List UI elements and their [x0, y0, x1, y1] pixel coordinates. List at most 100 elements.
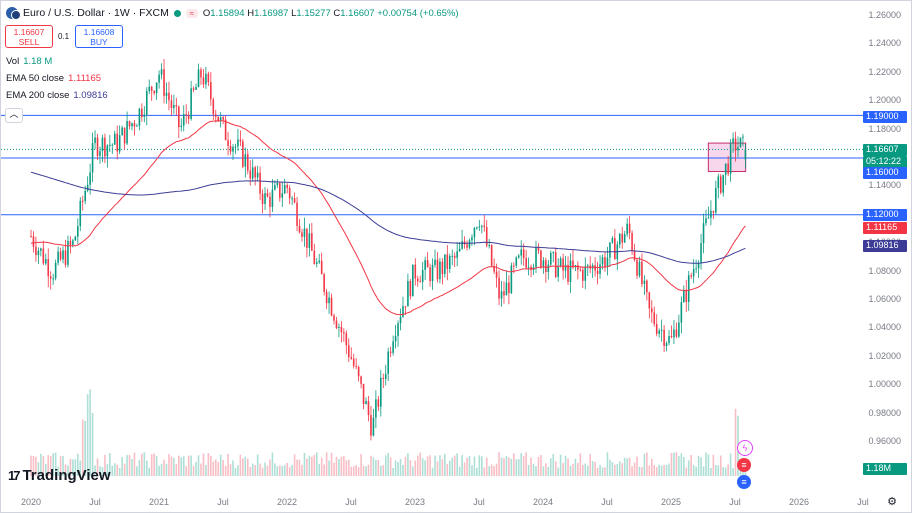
- price-tick: 1.02000: [868, 350, 901, 361]
- candle-body: [182, 114, 185, 126]
- volume-bar: [498, 452, 500, 476]
- candle-body: [224, 119, 227, 141]
- ema200-tag: 1.09816: [863, 240, 907, 252]
- ema50-indicator[interactable]: EMA 50 close 1.11165: [6, 73, 102, 84]
- candle-body: [697, 263, 700, 269]
- candle-body: [79, 200, 82, 227]
- candle-body: [520, 249, 523, 256]
- volume-bar: [414, 460, 417, 476]
- candle-body: [468, 240, 471, 248]
- ema200-indicator[interactable]: EMA 200 close 1.09816: [6, 90, 108, 101]
- candle-body: [739, 137, 742, 148]
- volume-bar: [665, 464, 668, 476]
- volume-bar: [84, 420, 86, 476]
- candle-body: [700, 243, 702, 264]
- candle-body: [737, 147, 739, 151]
- volume-bar: [537, 456, 540, 476]
- volume-bar: [540, 454, 542, 476]
- candle-body: [202, 77, 205, 85]
- candle-body: [210, 82, 212, 100]
- candle-body: [621, 233, 624, 243]
- candle-body: [719, 176, 722, 193]
- volume-bar: [515, 459, 518, 476]
- volume-bar: [729, 453, 732, 476]
- lightning-icon[interactable]: ϟ: [737, 440, 753, 456]
- collapse-indicators-button[interactable]: ︿: [5, 108, 23, 123]
- volume-bar: [150, 454, 153, 476]
- volume-bar: [313, 454, 316, 476]
- volume-bar: [131, 459, 133, 476]
- volume-bar: [554, 461, 557, 476]
- candle-body: [387, 351, 389, 374]
- candle-body: [94, 137, 96, 144]
- volume-bar: [202, 453, 205, 476]
- candle-body: [49, 276, 52, 279]
- candle-body: [397, 323, 399, 336]
- volume-bar: [347, 459, 350, 476]
- volume-bar: [283, 464, 286, 476]
- candle-body: [283, 184, 286, 194]
- candle-body: [668, 335, 670, 344]
- candle-body: [702, 223, 705, 244]
- candle-body: [365, 401, 367, 405]
- flag-event-icon[interactable]: ≡: [737, 458, 751, 472]
- volume-bar: [638, 466, 641, 476]
- volume-bar: [104, 454, 106, 476]
- candle-body: [217, 116, 220, 122]
- candle-body: [678, 322, 680, 337]
- volume-bar: [586, 465, 589, 476]
- flag-event-icon-2[interactable]: ≡: [737, 475, 751, 489]
- compare-icon[interactable]: ≈: [185, 8, 198, 18]
- volume-bar: [626, 458, 628, 476]
- candle-body: [330, 297, 333, 316]
- volume-bar: [636, 456, 638, 476]
- candle-body: [219, 117, 222, 122]
- candle-body: [222, 117, 224, 120]
- volume-bar: [330, 452, 333, 476]
- volume-bar: [145, 460, 148, 476]
- sell-button[interactable]: 1.16607 SELL: [5, 25, 53, 48]
- ohlc-values: O1.15894 H1.16987 L1.15277 C1.16607 +0.0…: [202, 7, 459, 19]
- candle-body: [69, 240, 72, 245]
- volume-bar: [574, 458, 577, 476]
- currency-flag-icon: [6, 7, 21, 20]
- symbol-title[interactable]: Euro / U.S. Dollar · 1W · FXCM: [23, 7, 169, 19]
- candle-body: [599, 264, 601, 274]
- volume-bar: [205, 464, 207, 476]
- candle-body: [175, 105, 178, 107]
- volume-bar: [155, 455, 158, 476]
- volume-bar: [345, 460, 348, 476]
- volume-bar: [419, 452, 422, 476]
- volume-bar: [79, 460, 82, 476]
- volume-bar: [301, 464, 303, 476]
- volume-bar: [633, 462, 636, 476]
- candle-body: [586, 265, 589, 267]
- volume-bar: [623, 457, 626, 476]
- buy-button[interactable]: 1.16608 BUY: [75, 25, 123, 48]
- volume-indicator[interactable]: Vol 1.18 M: [6, 56, 53, 67]
- time-tick: Jul: [89, 497, 101, 507]
- candle-body: [32, 236, 35, 247]
- volume-bar: [628, 457, 631, 476]
- candle-body: [508, 282, 510, 294]
- volume-bar: [673, 452, 675, 476]
- candle-body: [525, 258, 527, 268]
- candle-body: [72, 240, 74, 245]
- volume-bar: [182, 456, 185, 476]
- volume-bar: [520, 453, 523, 476]
- volume-bar: [77, 453, 79, 476]
- price-tick: 1.04000: [868, 322, 901, 333]
- candle-body: [271, 189, 274, 207]
- volume-bar: [37, 462, 40, 476]
- candle-body: [308, 233, 311, 248]
- candle-body: [724, 163, 727, 175]
- candle-body: [623, 234, 626, 243]
- volume-bar: [64, 464, 67, 476]
- volume-bar: [389, 457, 392, 476]
- settings-gear-icon[interactable]: ⚙: [887, 496, 897, 508]
- candle-body: [67, 240, 69, 265]
- volume-bar: [94, 465, 96, 476]
- candle-body: [695, 268, 697, 270]
